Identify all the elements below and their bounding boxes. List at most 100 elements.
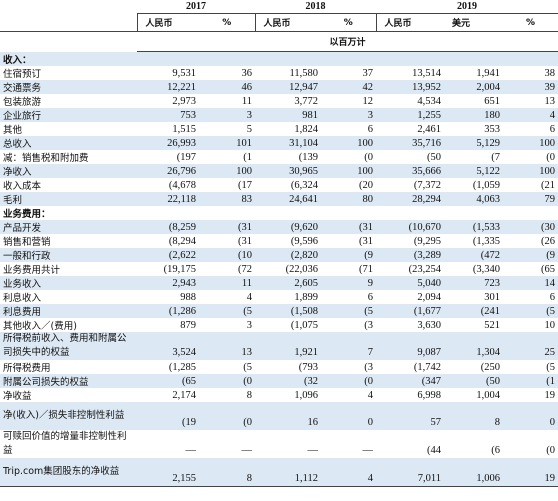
- year-2018: 2018: [255, 0, 376, 14]
- row-value: 7: [321, 332, 376, 360]
- row-value: 2,605: [255, 276, 321, 290]
- table-row: 毛利 22,118 83 24,641 80 28,294 4,063 79: [0, 192, 558, 206]
- row-value: —: [185, 445, 197, 456]
- row-value: 12,221: [137, 80, 199, 94]
- row-value: 19: [544, 389, 556, 401]
- row-value: (32: [255, 374, 321, 388]
- row-value: (65: [137, 374, 199, 388]
- row-value: 83: [199, 192, 255, 206]
- row-value: (22,036: [285, 263, 318, 275]
- row-value: 57: [376, 402, 444, 430]
- row-value: 14: [503, 276, 558, 290]
- row-label: 住宿预订: [3, 69, 42, 80]
- table-row: 业务收入 2,943 11 2,605 9 5,040 723 14: [0, 276, 558, 290]
- row-value: (26: [541, 235, 556, 247]
- row-value: (347: [376, 374, 444, 388]
- row-value: 9: [321, 276, 376, 290]
- row-value: (44: [427, 445, 441, 456]
- row-value: 13: [544, 95, 556, 107]
- row-value: 26,993: [137, 136, 199, 150]
- row-label: 一般和行政: [0, 248, 137, 262]
- row-value: 5,040: [376, 276, 444, 290]
- row-value: 42: [321, 80, 376, 94]
- row-value: (50: [427, 151, 441, 163]
- row-value: (4,678: [168, 179, 196, 191]
- row-label: 利息费用: [0, 304, 137, 318]
- currency-rmb: 人民币: [136, 13, 199, 32]
- row-value: (9,620: [255, 220, 321, 234]
- row-value: 12: [362, 95, 374, 107]
- row-value: 100: [321, 164, 376, 178]
- row-value: 6: [367, 291, 373, 303]
- row-value: 80: [321, 192, 376, 206]
- row-label: 包装旅游: [3, 97, 42, 108]
- table-row: 利息费用 (1,286 (5 (1,508 (5 (1,677 (241 (5: [0, 304, 558, 318]
- row-value: 16: [255, 402, 321, 430]
- row-value: 101: [199, 136, 255, 150]
- table-row: Trip.com集团股东的净收益 2,155 8 1,112 4 7,011 1,006 19: [0, 458, 558, 487]
- row-value: 19: [503, 458, 558, 487]
- row-value: (0: [546, 445, 556, 456]
- row-label: 业务费用：: [3, 209, 51, 220]
- row-value: 1,255: [376, 108, 444, 122]
- table-row: 业务费用共计 (19,175 (72 (22,036 (71 (23,254 (3,340 (…: [0, 262, 558, 277]
- table-row: 其他收入／(费用) 879 3 (1,075 (3 3,630 521 10: [0, 318, 558, 333]
- row-value: [376, 206, 444, 220]
- row-value: (23,254: [408, 263, 441, 275]
- row-label: 所得税前收入、费用和附属公司损失中的权益: [0, 332, 137, 360]
- row-label: 收入成本: [3, 181, 42, 192]
- row-value: (6,324: [290, 179, 318, 191]
- row-value: [321, 51, 376, 66]
- row-value: (71: [359, 263, 373, 275]
- currency-pct: %: [321, 13, 376, 32]
- row-value: 22,118: [137, 192, 199, 206]
- table-row: 所得税前收入、费用和附属公司损失中的权益 3,524 13 1,921 7 9,087 1,…: [0, 332, 558, 360]
- row-value: [321, 206, 376, 220]
- table-row: 所得税费用 (1,285 (5 (793 (3 (1,742 (250 (5: [0, 360, 558, 375]
- row-value: 8: [246, 389, 252, 401]
- table-row: 附属公司损失的权益 (65 (0 (32 (0 (347 (50 (1: [0, 374, 558, 388]
- row-label: 减：销售税和附加费: [3, 153, 89, 164]
- row-label: 可赎回价值的增量非控制性利益: [3, 431, 127, 456]
- row-value: 723: [444, 276, 503, 290]
- row-value: 3: [246, 319, 252, 331]
- row-value: (21: [541, 179, 556, 191]
- row-value: (250: [480, 361, 500, 373]
- year-header-row: 2017 2018 2019: [0, 0, 558, 14]
- row-value: 2,174: [172, 389, 196, 401]
- row-label: 净收益: [3, 391, 32, 402]
- row-value: (3,289: [376, 248, 444, 262]
- table-row: 收入成本 (4,678 (17 (6,324 (20 (7,372 (1,059 (21: [0, 178, 558, 193]
- row-value: [255, 51, 321, 66]
- row-label: 业务费用共计: [3, 265, 61, 276]
- row-value: (65: [541, 263, 556, 275]
- row-value: 1,899: [294, 291, 318, 303]
- row-value: 9,531: [172, 67, 196, 79]
- row-label: 收入：: [0, 51, 137, 66]
- row-value: 180: [444, 108, 503, 122]
- table-row: 销售和营销 (8,294 (31 (9,596 (31 (9,295 (1,335 (26: [0, 234, 558, 249]
- row-value: (1,508: [255, 304, 321, 318]
- row-value: 301: [484, 291, 500, 303]
- row-value: (1,286: [137, 304, 199, 318]
- row-value: 79: [503, 192, 558, 206]
- row-value: (8,294: [168, 235, 196, 247]
- row-value: 4: [367, 389, 373, 401]
- row-value: (1: [243, 151, 252, 163]
- row-value: 6,998: [417, 389, 441, 401]
- row-label: 净收入: [0, 164, 137, 178]
- row-value: 30,965: [255, 164, 321, 178]
- row-value: 8: [444, 402, 503, 430]
- row-label: 总收入: [0, 136, 137, 150]
- row-value: —: [362, 445, 374, 456]
- row-value: 2,973: [172, 95, 196, 107]
- row-value: 35,716: [376, 136, 444, 150]
- row-value: 5,122: [444, 164, 503, 178]
- row-value: 1,304: [444, 332, 503, 360]
- row-value: (5: [199, 304, 255, 318]
- row-label: 利息收入: [3, 293, 42, 304]
- row-value: (0: [199, 374, 255, 388]
- row-value: (9,596: [290, 235, 318, 247]
- row-value: [137, 51, 199, 66]
- row-value: (1,677: [376, 304, 444, 318]
